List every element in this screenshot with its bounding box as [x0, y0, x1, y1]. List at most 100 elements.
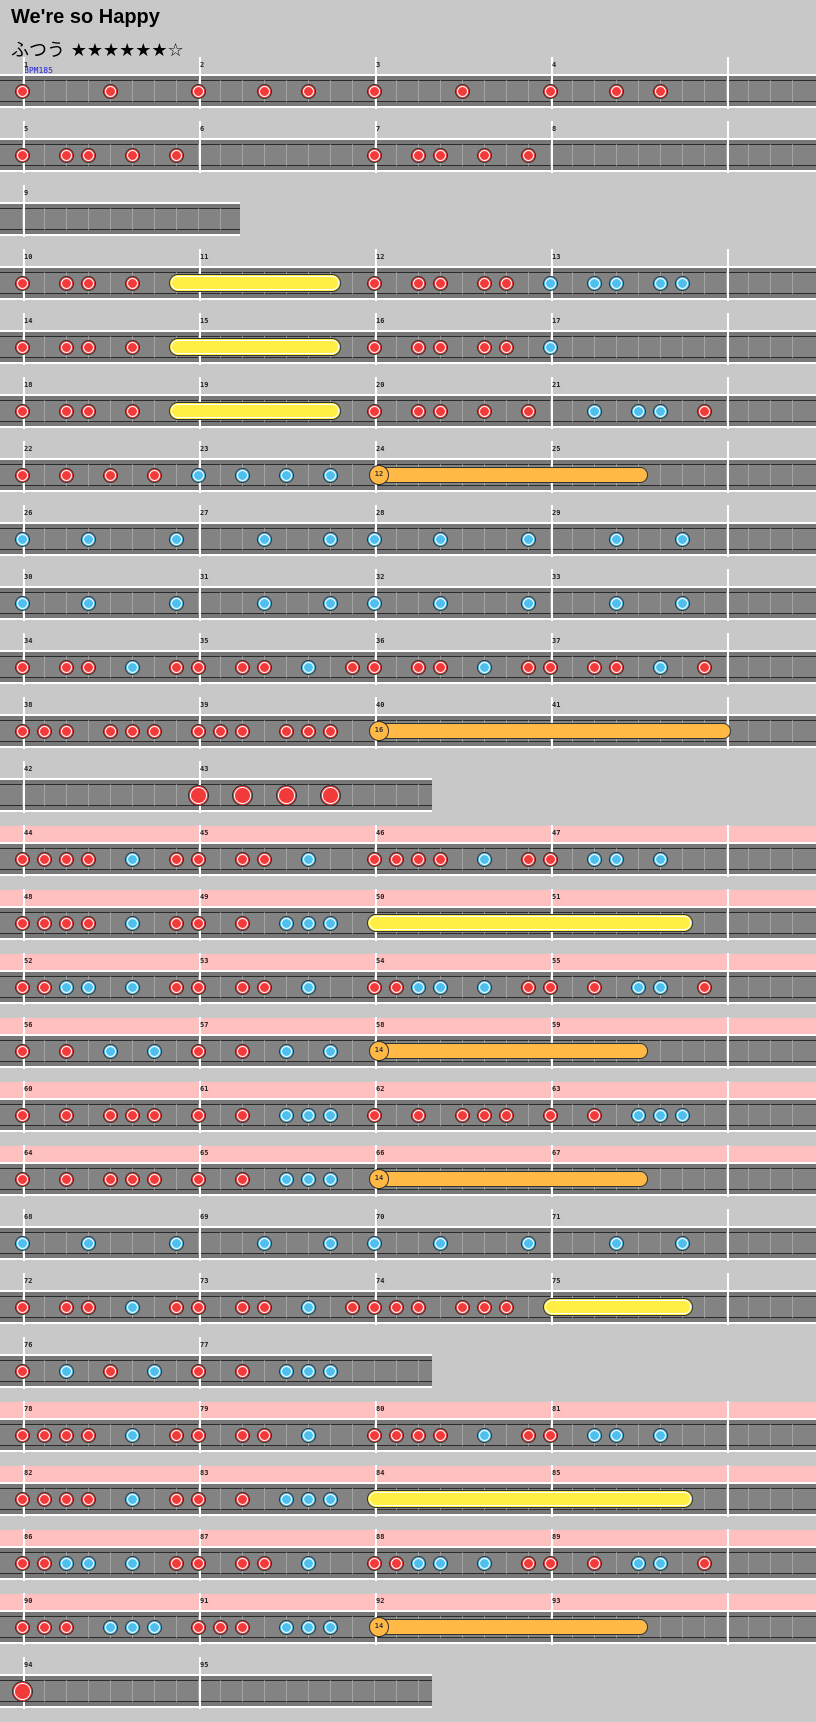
beat-tick — [440, 1296, 441, 1318]
measure-number: 66 — [376, 1149, 385, 1157]
ka-note — [278, 1363, 294, 1379]
beat-tick — [748, 1232, 749, 1254]
drumroll-note — [169, 338, 341, 356]
beat-tick — [110, 144, 111, 166]
beat-tick — [638, 1232, 639, 1254]
bar-line — [375, 57, 377, 109]
don-note — [476, 147, 492, 163]
don-note — [36, 1619, 52, 1635]
beat-tick — [418, 784, 419, 806]
note-lane — [0, 266, 816, 300]
don-note — [14, 1363, 30, 1379]
don-note — [366, 83, 382, 99]
beat-tick — [660, 1232, 661, 1254]
beat-tick — [418, 1232, 419, 1254]
don-note — [14, 979, 30, 995]
ka-note — [520, 531, 536, 547]
beat-tick — [154, 592, 155, 614]
ka-note — [278, 1619, 294, 1635]
measure-number: 23 — [200, 445, 209, 453]
beat-tick — [44, 80, 45, 102]
bar-line — [375, 313, 377, 365]
measure-number: 16 — [376, 317, 385, 325]
beat-tick — [66, 208, 67, 230]
note-lane — [0, 522, 816, 556]
don-note — [80, 1299, 96, 1315]
don-note — [410, 147, 426, 163]
ka-note — [256, 1235, 272, 1251]
measure-number: 34 — [24, 637, 33, 645]
bar-line — [727, 697, 729, 749]
beat-tick — [704, 80, 705, 102]
measure-number: 13 — [552, 253, 561, 261]
measure-number: 38 — [24, 701, 33, 709]
beat-tick — [374, 1360, 375, 1382]
don-note — [124, 1107, 140, 1123]
measure-number: 65 — [200, 1149, 209, 1157]
beat-tick — [792, 464, 793, 486]
don-note — [80, 275, 96, 291]
beat-tick — [638, 848, 639, 870]
measure-number: 18 — [24, 381, 33, 389]
note-lane — [0, 138, 816, 172]
don-note — [234, 659, 250, 675]
beat-tick — [352, 848, 353, 870]
don-note — [190, 1619, 206, 1635]
beat-tick — [308, 784, 309, 806]
don-note — [58, 1171, 74, 1187]
bar-line — [375, 825, 377, 877]
don-note — [256, 1555, 272, 1571]
beat-tick — [88, 1680, 89, 1702]
measure-number: 20 — [376, 381, 385, 389]
beat-tick — [22, 208, 23, 230]
beat-tick — [704, 144, 705, 166]
lane-inner — [0, 784, 432, 806]
bar-line — [727, 441, 729, 493]
beat-tick — [660, 464, 661, 486]
don-note — [652, 83, 668, 99]
ka-note — [432, 979, 448, 995]
beat-tick — [176, 80, 177, 102]
gogo-band — [0, 1530, 816, 1546]
beat-tick — [308, 1040, 309, 1062]
don-note — [498, 1299, 514, 1315]
beat-tick — [726, 80, 727, 102]
ka-note — [432, 1235, 448, 1251]
measure-number: 93 — [552, 1597, 561, 1605]
don-note — [102, 723, 118, 739]
bar-line — [23, 953, 25, 1005]
big-don-note — [231, 784, 253, 806]
beat-tick — [352, 1232, 353, 1254]
measure-number: 14 — [24, 317, 33, 325]
beat-tick — [44, 208, 45, 230]
don-note — [696, 1555, 712, 1571]
don-note — [498, 275, 514, 291]
beat-tick — [396, 272, 397, 294]
note-lane — [0, 202, 240, 236]
measure-number: 74 — [376, 1277, 385, 1285]
beat-tick — [682, 1552, 683, 1574]
beat-tick — [594, 144, 595, 166]
don-note — [432, 659, 448, 675]
ka-note — [586, 1427, 602, 1443]
beat-tick — [418, 80, 419, 102]
measure-number: 69 — [200, 1213, 209, 1221]
beat-tick — [132, 1040, 133, 1062]
beat-tick — [154, 1680, 155, 1702]
beat-tick — [132, 1360, 133, 1382]
beat-tick — [110, 208, 111, 230]
beat-tick — [726, 848, 727, 870]
beat-tick — [770, 848, 771, 870]
balloon-count: 16 — [369, 721, 389, 741]
don-note — [36, 1555, 52, 1571]
beat-tick — [176, 1360, 177, 1382]
lane-inner — [0, 592, 816, 614]
beat-tick — [132, 1680, 133, 1702]
don-note — [608, 83, 624, 99]
beat-tick — [726, 464, 727, 486]
beat-tick — [242, 1232, 243, 1254]
beat-tick — [748, 336, 749, 358]
beat-tick — [726, 592, 727, 614]
beat-tick — [176, 720, 177, 742]
beat-tick — [682, 80, 683, 102]
